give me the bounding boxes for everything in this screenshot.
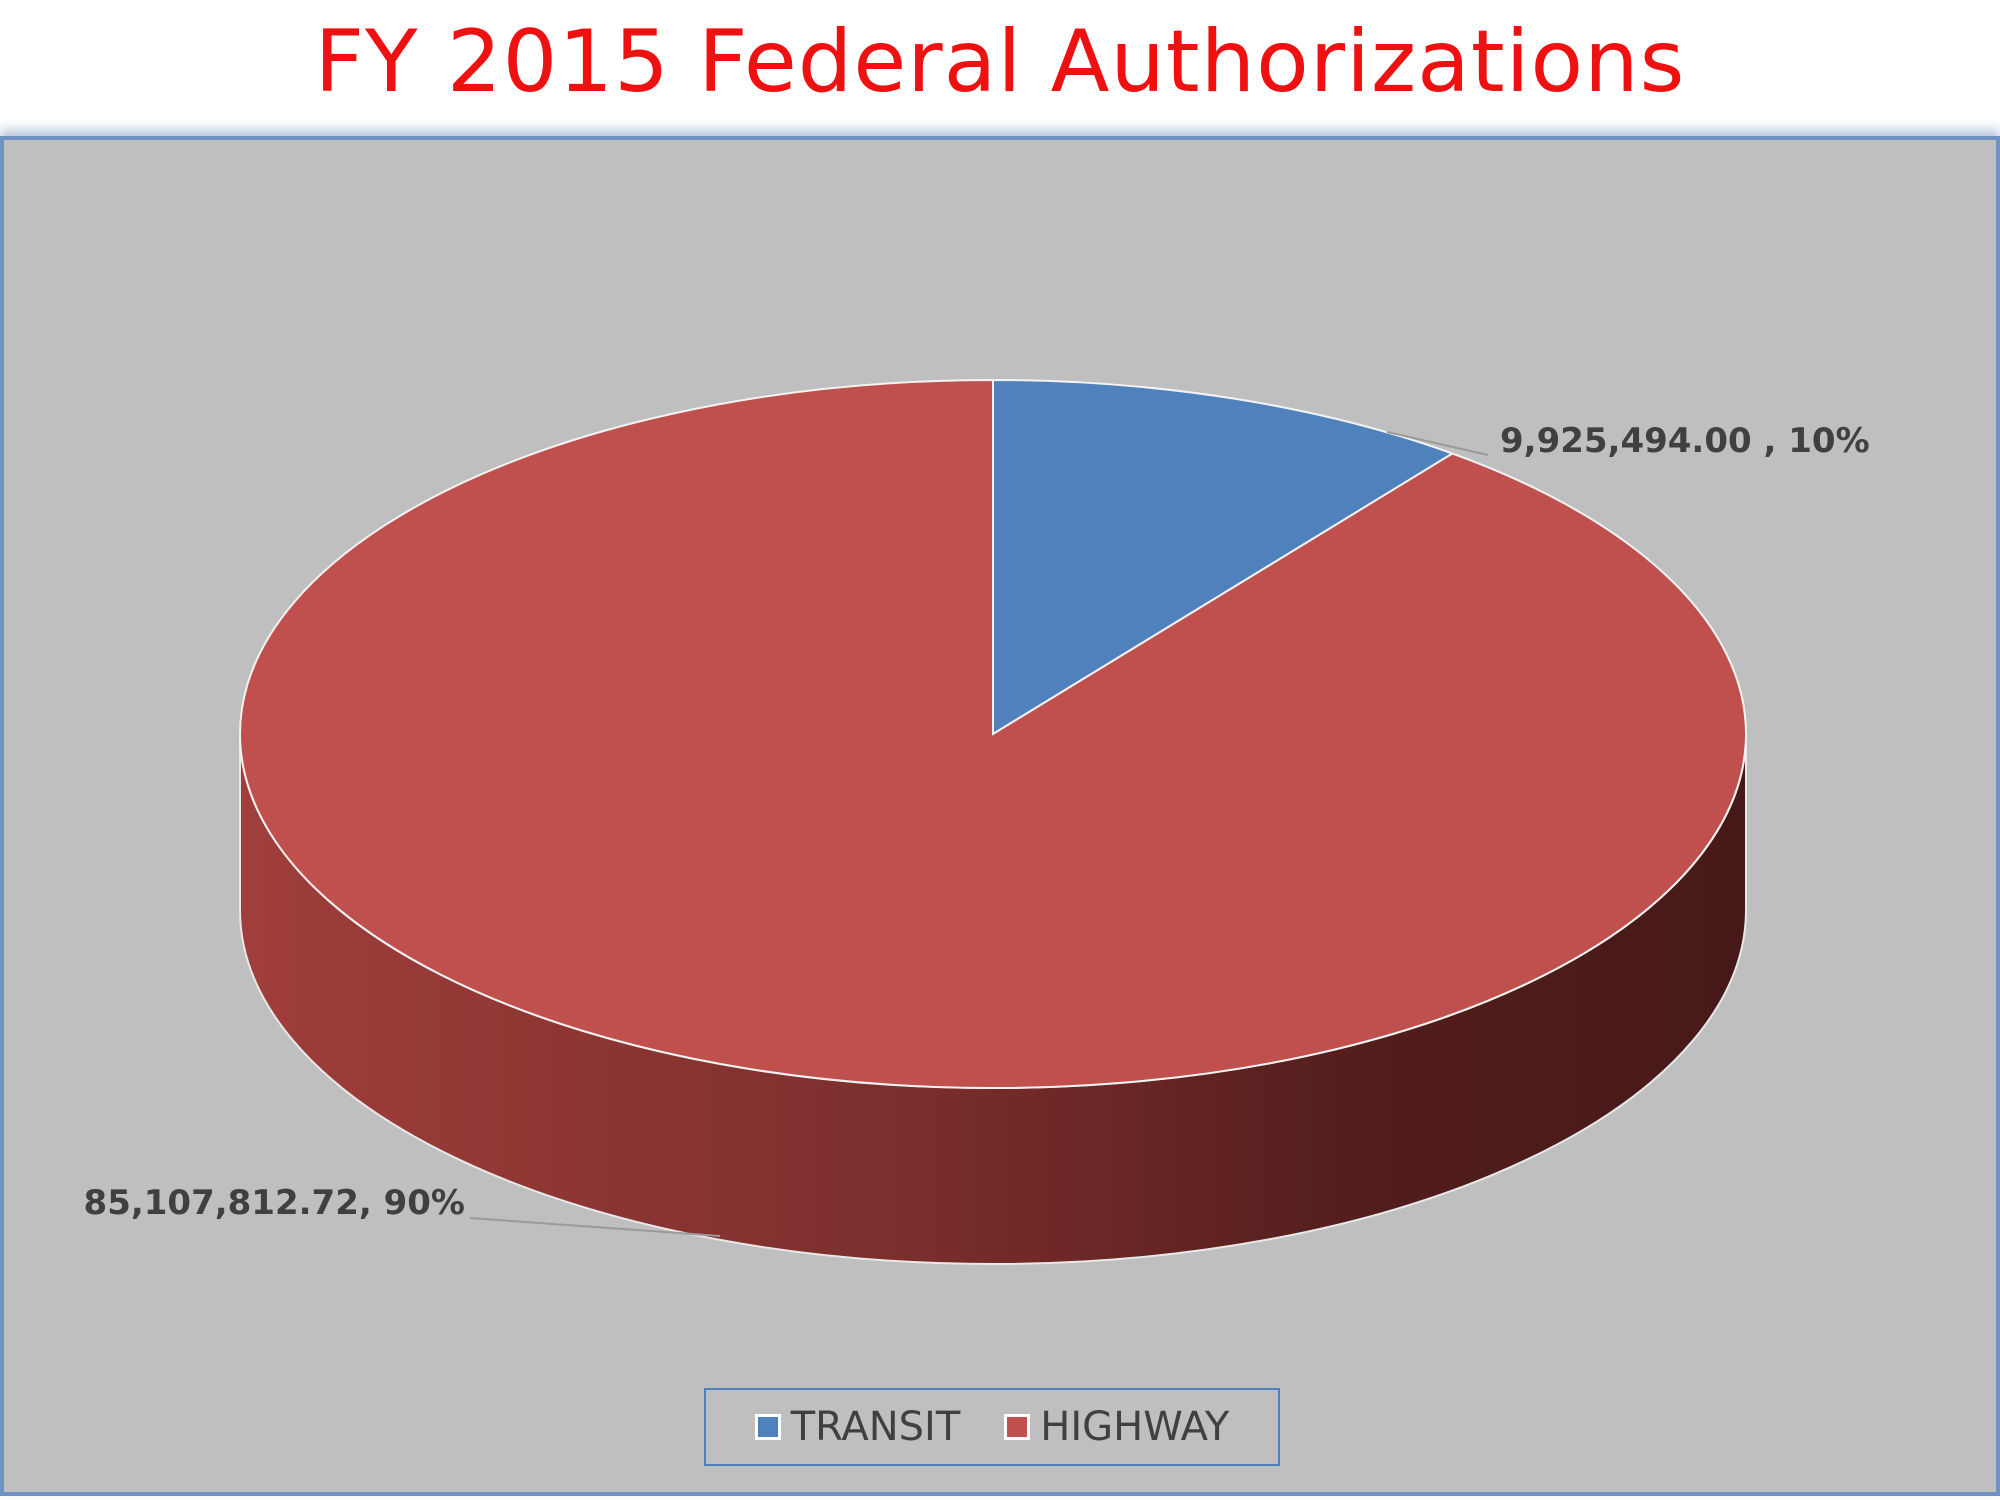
legend-item-transit: TRANSIT xyxy=(754,1404,961,1450)
legend-item-highway: HIGHWAY xyxy=(1004,1404,1229,1450)
data-label-transit: 9,925,494.00 , 10% xyxy=(1500,421,1870,461)
leader-line-transit xyxy=(1386,431,1489,456)
pie-slice-transit xyxy=(992,378,1455,736)
legend-label-transit: TRANSIT xyxy=(790,1404,961,1450)
data-label-highway: 85,107,812.72, 90% xyxy=(84,1183,465,1223)
chart-title: FY 2015 Federal Authorizations xyxy=(314,12,1686,112)
legend-swatch-highway xyxy=(1004,1414,1031,1440)
legend-label-highway: HIGHWAY xyxy=(1040,1404,1230,1450)
legend-swatch-transit xyxy=(754,1414,781,1440)
pie-slice-highway xyxy=(238,378,1747,1089)
leader-line-highway xyxy=(469,1217,721,1237)
chart-legend: TRANSIT HIGHWAY xyxy=(704,1388,1280,1466)
